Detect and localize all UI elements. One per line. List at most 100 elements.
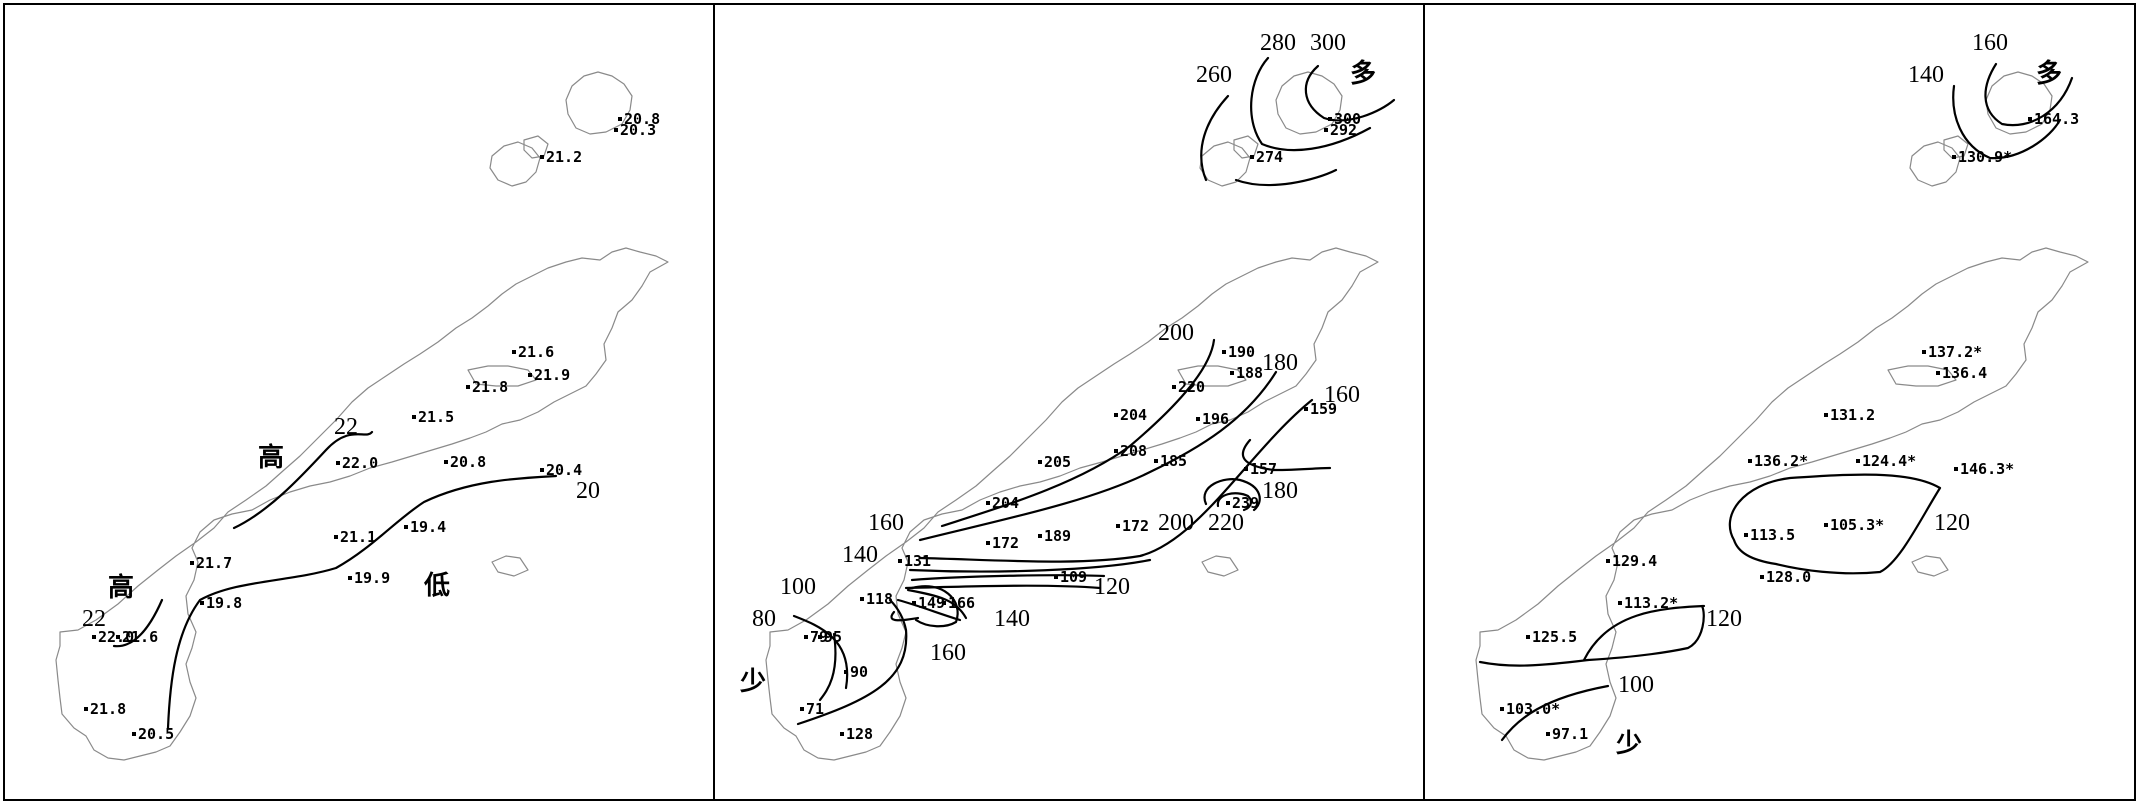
station-value: 185 [1160,452,1187,470]
station-value: 164.3 [2034,110,2079,128]
station-value: 21.5 [418,408,454,426]
station-marker [860,597,864,601]
station-marker [1500,707,1504,711]
isohyet-260-line [1200,94,1230,182]
station-value: 136.2* [1754,452,1808,470]
station-value: 204 [1120,406,1147,424]
station-value: 131.2 [1830,406,1875,424]
station-value: 21.7 [196,554,232,572]
station-marker [466,385,470,389]
station-value: 172 [992,534,1019,552]
isohyet-180-line [896,598,962,622]
station-value: 19.9 [354,569,390,587]
station-value: 21.8 [90,700,126,718]
sunshine-120-line [1728,473,1942,575]
station-marker [1250,155,1254,159]
isohyet-160-line [918,398,1314,563]
station-value: 128 [846,725,873,743]
station-value: 97.1 [1552,725,1588,743]
station-value: 239 [1232,494,1259,512]
high-region-label: 高 [258,442,284,473]
isohyet-label: 140 [842,542,878,568]
station-marker [1824,413,1828,417]
isohyet-label: 180 [1262,478,1298,504]
station-value: 159 [1310,400,1337,418]
isotherm-22-line [232,430,374,530]
isohyet-160-line [906,588,968,620]
station-value: 204 [992,494,1019,512]
station-marker [618,117,622,121]
isohyet-label: 160 [1324,382,1360,408]
station-marker [84,707,88,711]
isohyet-200-line [940,338,1216,528]
station-value: 131 [904,552,931,570]
station-marker [404,525,408,529]
station-marker [844,670,848,674]
station-value: 149 [918,594,945,612]
station-value: 21.6 [518,343,554,361]
station-value: 95 [824,628,842,646]
station-marker [200,601,204,605]
isohyet-label: 260 [1196,62,1232,88]
station-marker [444,460,448,464]
station-marker [528,373,532,377]
station-value: 71 [806,700,824,718]
station-marker [1038,460,1042,464]
sunshine-120-line [1586,604,1705,662]
precipitation-map-panel: 300 292 274 190 188 220 159 204 196 208 … [739,30,1396,761]
isohyet-280-line [1250,56,1372,152]
station-marker [1154,459,1158,463]
station-marker [1222,350,1226,354]
panel-frame [713,3,1425,801]
station-value: 20.4 [546,461,582,479]
station-marker [1244,467,1248,471]
sunshine-contour-label: 140 [1908,62,1944,88]
isohyet-label: 180 [1262,350,1298,376]
station-value: 130.9* [1958,148,2012,166]
station-marker [800,707,804,711]
sunshine-contour-label: 160 [1972,30,2008,56]
sunshine-contour-label: 100 [1618,672,1654,698]
station-value: 189 [1044,527,1071,545]
station-marker [614,128,618,132]
station-value: 20.5 [138,725,174,743]
station-value: 21.1 [340,528,376,546]
station-value: 274 [1256,148,1283,166]
isohyet-160-line [908,558,1152,573]
isohyet-label: 120 [1094,574,1130,600]
station-marker [1744,533,1748,537]
isohyet-140-line [910,574,1106,582]
station-marker [92,635,96,639]
isohyet-label: 140 [994,606,1030,632]
station-marker [2028,117,2032,121]
station-marker [1226,501,1230,505]
panel-frame [1423,3,2136,801]
station-marker [818,635,822,639]
station-value: 124.4* [1862,452,1916,470]
station-marker [132,732,136,736]
sunshine-140-line [1952,84,2062,160]
station-value: 166 [948,594,975,612]
isohyet-140-line [890,610,920,622]
isohyet-label: 300 [1310,30,1346,56]
isohyet-label: 100 [780,574,816,600]
station-value: 21.8 [472,378,508,396]
station-marker [1328,117,1332,121]
station-marker [1824,523,1828,527]
station-value: 137.2* [1928,343,1982,361]
station-marker [1114,449,1118,453]
station-marker [1856,459,1860,463]
isohyet-label: 220 [1208,510,1244,536]
station-marker [540,155,544,159]
isohyet-label: 160 [930,640,966,666]
isohyet-200-line [1203,478,1261,512]
isohyet-label: 200 [1158,320,1194,346]
isotherm-label: 22 [82,606,106,632]
station-marker [336,461,340,465]
isohyet-80-line [818,632,837,702]
station-value: 21.9 [534,366,570,384]
station-marker [840,732,844,736]
station-value: 157 [1250,460,1277,478]
station-marker [1038,534,1042,538]
